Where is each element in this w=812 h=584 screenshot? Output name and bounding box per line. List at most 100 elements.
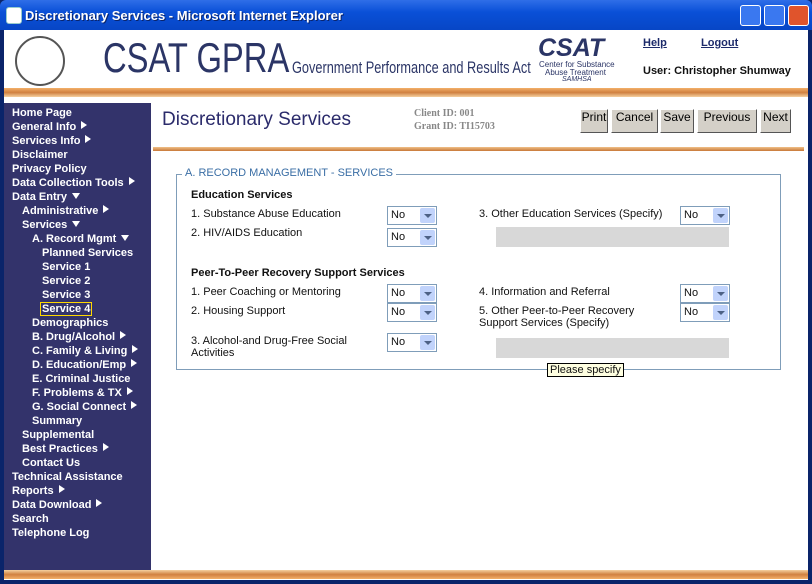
field-label: 2. HIV/AIDS Education — [191, 227, 303, 239]
field-label: 3. Alcohol-and Drug-Free Social Activiti… — [191, 335, 347, 359]
nav-link[interactable]: Services — [21, 219, 81, 231]
select-field[interactable]: No — [387, 228, 437, 247]
user-name: User: Christopher Shumway — [643, 65, 791, 77]
nav-arrow — [85, 135, 92, 143]
dropdown-button — [713, 286, 728, 301]
nav-arrow — [72, 221, 81, 227]
toolbar-button[interactable]: Next — [760, 109, 791, 133]
csat-logo: CSAT — [538, 34, 605, 62]
field-label: 5. Other Peer-to-Peer Recovery Support S… — [479, 305, 635, 329]
dropdown-button — [420, 335, 435, 350]
nav-link[interactable]: Service 1 — [42, 261, 91, 273]
footer-stripe — [4, 570, 808, 579]
nav-arrow — [72, 193, 81, 199]
nav-link[interactable]: Contact Us — [22, 457, 81, 469]
nav-link[interactable]: Services Info — [11, 135, 92, 147]
maximize-button[interactable] — [764, 5, 785, 26]
select-field[interactable]: No — [387, 303, 437, 322]
dropdown-button — [420, 305, 435, 320]
nav-link[interactable]: C. Family & Living — [31, 345, 139, 357]
field-label: 4. Information and Referral — [479, 286, 610, 298]
dropdown-button — [713, 208, 728, 223]
nav-arrow — [103, 205, 110, 213]
nav-arrow — [58, 485, 65, 493]
nav-link[interactable]: Supplemental — [22, 429, 95, 441]
nav-arrow — [120, 331, 127, 339]
field-label: 1. Peer Coaching or Mentoring — [191, 286, 341, 298]
toolbar-button[interactable]: Previous — [697, 109, 757, 133]
select-value: No — [391, 209, 406, 221]
nav-link[interactable]: Home Page — [12, 107, 72, 119]
nav-link[interactable]: Planned Services — [42, 247, 134, 259]
nav-arrow — [131, 401, 138, 409]
site-title: CSAT GPRA — [103, 34, 290, 81]
select-field[interactable]: No — [387, 333, 437, 352]
client-id: Client ID: 001 — [414, 108, 475, 119]
dropdown-button — [420, 230, 435, 245]
nav-link[interactable]: Technical Assistance — [12, 471, 123, 483]
nav-link[interactable]: Service 4 — [40, 302, 93, 316]
nav-link[interactable]: E. Criminal Justice — [32, 373, 131, 385]
select-field[interactable]: No — [680, 284, 730, 303]
dropdown-arrow — [424, 311, 432, 315]
specify-input[interactable] — [496, 338, 729, 358]
nav-link[interactable]: G. Social Connect — [31, 401, 138, 413]
nav-link[interactable]: Data Download — [11, 499, 103, 511]
nav-link[interactable]: Data Entry — [11, 191, 81, 203]
select-field[interactable]: No — [680, 303, 730, 322]
nav-link[interactable]: Reports — [11, 485, 66, 497]
nav-link[interactable]: Best Practices — [21, 443, 110, 455]
select-value: No — [684, 287, 699, 299]
nav-link[interactable]: Telephone Log — [12, 527, 90, 539]
help-link[interactable]: Help — [643, 37, 667, 49]
field-label: 1. Substance Abuse Education — [191, 208, 341, 220]
nav-link[interactable]: General Info — [11, 121, 88, 133]
nav-link[interactable]: Data Collection Tools — [11, 177, 136, 189]
nav-link[interactable]: Search — [12, 513, 49, 525]
dropdown-arrow — [424, 214, 432, 218]
hhs-logo — [15, 36, 65, 86]
field-label: 3. Other Education Services (Specify) — [479, 208, 663, 220]
toolbar-button[interactable]: Print — [580, 109, 608, 133]
dropdown-button — [420, 286, 435, 301]
close-button[interactable] — [788, 5, 809, 26]
dropdown-button — [420, 208, 435, 223]
toolbar-button[interactable]: Cancel — [611, 109, 658, 133]
nav-arrow — [81, 121, 88, 129]
nav-link[interactable]: F. Problems & TX — [31, 387, 134, 399]
nav-link[interactable]: Service 3 — [42, 289, 91, 301]
nav-arrow — [96, 499, 103, 507]
dropdown-arrow — [717, 311, 725, 315]
dropdown-arrow — [717, 292, 725, 296]
nav-link[interactable]: A. Record Mgmt — [31, 233, 130, 245]
window-title: Discretionary Services - Microsoft Inter… — [25, 8, 343, 23]
dropdown-arrow — [717, 214, 725, 218]
ie-icon — [6, 7, 22, 24]
nav-link[interactable]: Administrative — [21, 205, 110, 217]
select-field[interactable]: No — [680, 206, 730, 225]
nav-arrow — [131, 359, 138, 367]
nav-link[interactable]: Summary — [32, 415, 83, 427]
nav-link[interactable]: Demographics — [32, 317, 109, 329]
dropdown-arrow — [424, 292, 432, 296]
select-field[interactable]: No — [387, 206, 437, 225]
tooltip: Please specify — [547, 363, 624, 377]
grant-id: Grant ID: TI15703 — [414, 121, 495, 132]
specify-input[interactable] — [496, 227, 729, 247]
nav-arrow — [132, 345, 139, 353]
nav-link[interactable]: B. Drug/Alcohol — [31, 331, 127, 343]
nav-link[interactable]: Disclaimer — [12, 149, 68, 161]
select-value: No — [391, 306, 406, 318]
minimize-button[interactable] — [740, 5, 761, 26]
toolbar-button[interactable]: Save — [660, 109, 694, 133]
nav-arrow — [128, 177, 135, 185]
nav-link[interactable]: D. Education/Emp — [31, 359, 138, 371]
select-value: No — [684, 306, 699, 318]
select-field[interactable]: No — [387, 284, 437, 303]
logout-link[interactable]: Logout — [701, 37, 739, 49]
site-subtitle: Government Performance and Results Act — [292, 58, 531, 77]
field-label: 2. Housing Support — [191, 305, 286, 317]
nav-link[interactable]: Privacy Policy — [12, 163, 87, 175]
nav-link[interactable]: Service 2 — [42, 275, 91, 287]
page-title: Discretionary Services — [162, 109, 351, 130]
